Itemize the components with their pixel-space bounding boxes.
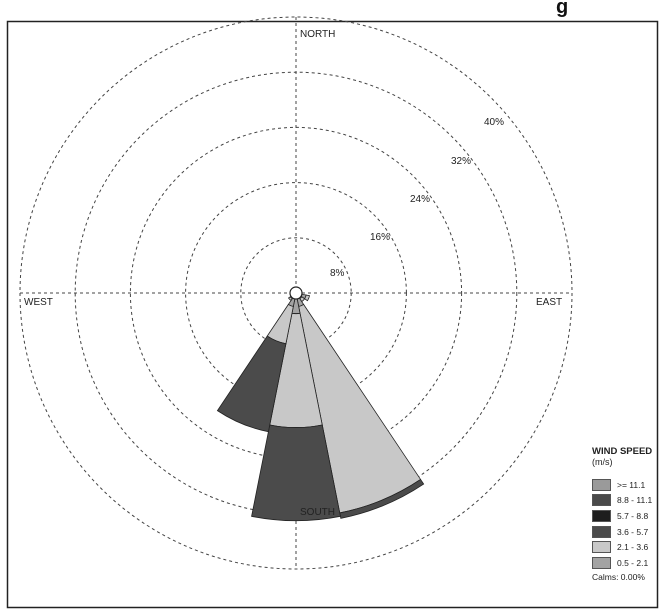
legend-item: 5.7 - 8.8 — [592, 508, 666, 524]
cropped-title: g — [556, 0, 570, 18]
legend-swatch — [592, 509, 611, 522]
compass-north-label: NORTH — [300, 29, 335, 40]
wind-speed-legend: WIND SPEED (m/s) >= 11.1 8.8 - 11.1 5.7 - … — [592, 446, 666, 582]
ring-label-40: 40% — [484, 117, 504, 128]
ring-label-8: 8% — [330, 268, 345, 279]
legend-item: 3.6 - 5.7 — [592, 524, 666, 540]
legend-swatch — [592, 541, 611, 554]
legend-label: 8.8 - 11.1 — [617, 495, 653, 506]
petal-225-bin-1 — [287, 296, 293, 302]
legend-item: 0.5 - 2.1 — [592, 555, 666, 571]
legend-title: WIND SPEED — [592, 446, 653, 457]
legend-item: 2.1 - 3.6 — [592, 539, 666, 555]
ring-label-32: 32% — [451, 156, 471, 167]
ring-label-24: 24% — [410, 194, 430, 205]
chart-border — [6, 20, 659, 609]
compass-west-label: WEST — [24, 297, 53, 308]
legend-label: 3.6 - 5.7 — [617, 526, 649, 537]
petal-112.5-bin-1 — [304, 294, 311, 302]
legend-item: >= 11.1 — [592, 477, 666, 493]
compass-south-label: SOUTH — [300, 507, 335, 518]
center-hub — [289, 286, 303, 300]
legend-calms: Calms: 0.00% — [592, 571, 645, 582]
legend-item: 8.8 - 11.1 — [592, 493, 666, 509]
compass-east-label: EAST — [536, 297, 562, 308]
ring-label-16: 16% — [370, 232, 390, 243]
petal-202.5-bin-2 — [216, 335, 287, 433]
legend-unit: (m/s) — [592, 457, 613, 467]
legend-label: 0.5 - 2.1 — [617, 557, 649, 568]
petal-180-bin-2 — [251, 424, 341, 522]
legend-label: >= 11.1 — [617, 479, 646, 490]
legend-swatch — [592, 494, 611, 507]
legend-swatch — [592, 478, 611, 491]
legend-items: >= 11.1 8.8 - 11.1 5.7 - 8.8 3.6 - 5.7 2.1 -… — [592, 477, 666, 571]
legend-swatch — [592, 556, 611, 569]
legend-label: 2.1 - 3.6 — [617, 542, 649, 553]
petal-157.5-bin-2 — [339, 478, 425, 519]
legend-label: 5.7 - 8.8 — [617, 510, 649, 521]
petals-group — [216, 292, 425, 522]
legend-swatch — [592, 525, 611, 538]
